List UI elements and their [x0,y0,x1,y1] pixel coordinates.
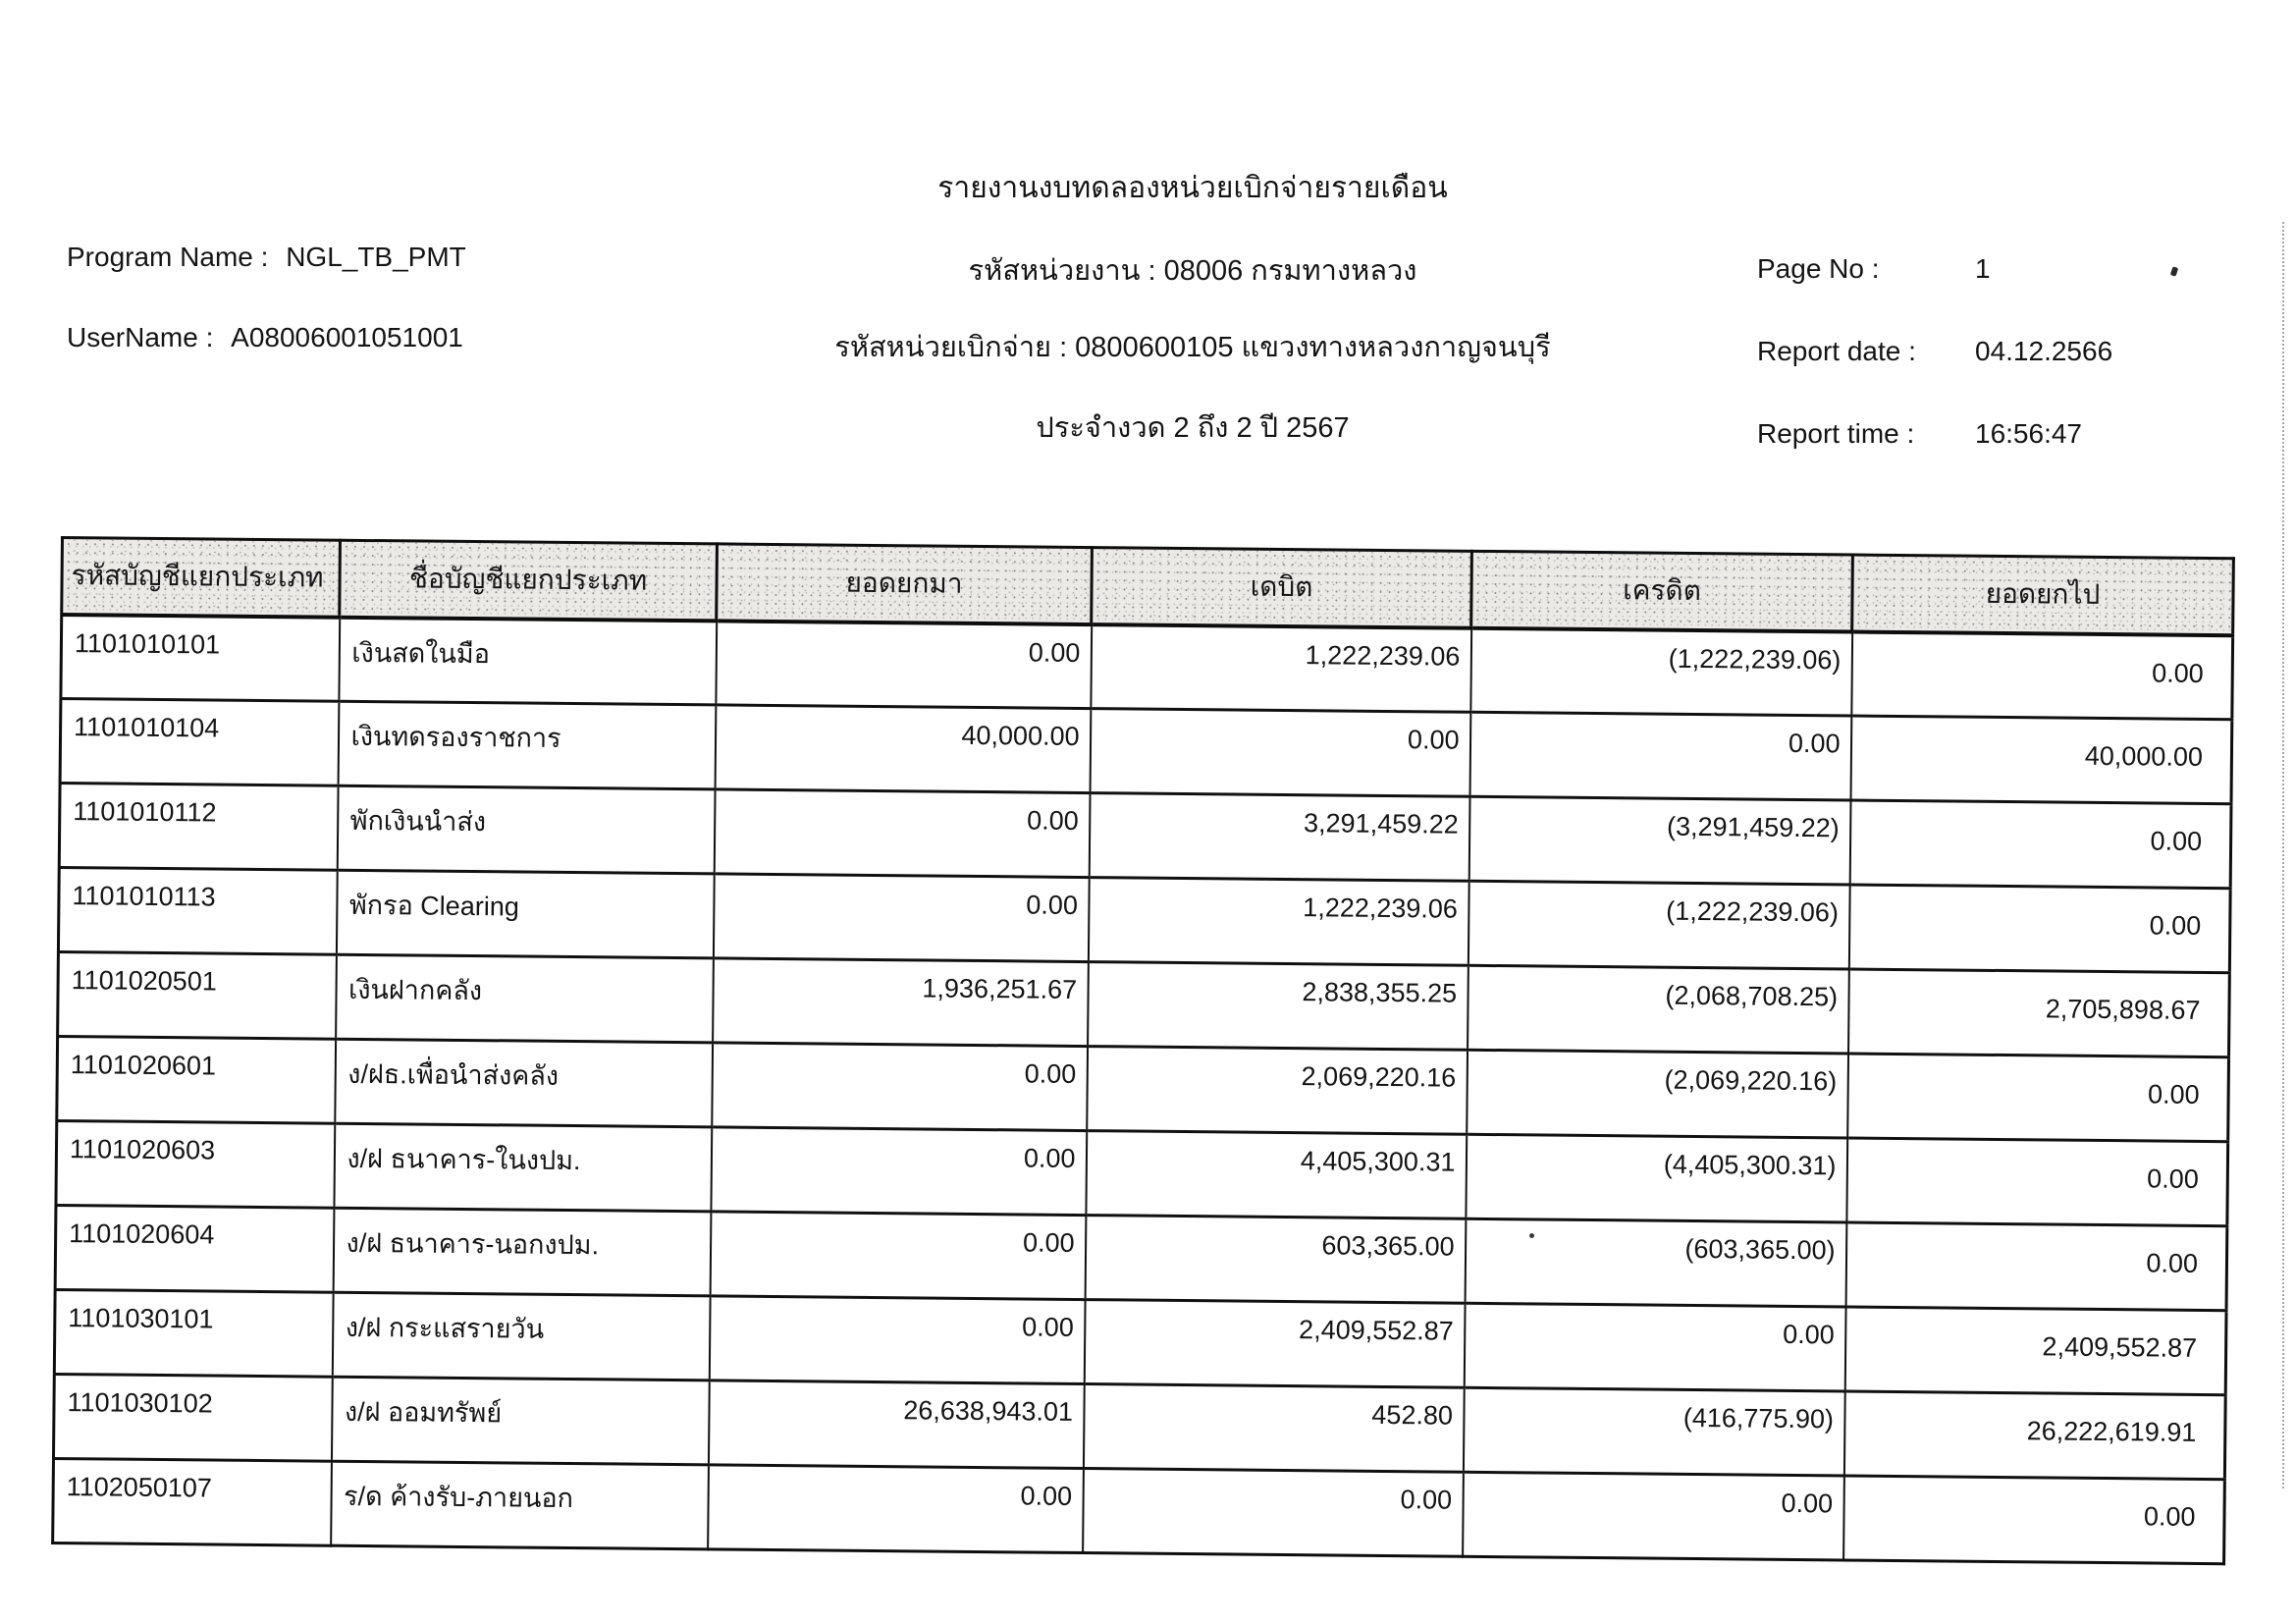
debit-cell: 1,222,239.06 [1088,877,1469,966]
program-name-line: Program Name : NGL_TB_PMT [67,242,466,273]
beginning-balance-cell: 26,638,943.01 [708,1380,1085,1469]
scan-speck [1529,1233,1534,1238]
program-name-value: NGL_TB_PMT [286,242,466,272]
report-date-value: 04.12.2566 [1975,336,2113,366]
program-name-label: Program Name : [67,242,269,272]
credit-cell: (3,291,459.22) [1468,796,1851,886]
credit-cell: (603,365.00) [1465,1218,1846,1307]
credit-cell: (1,222,239.06) [1468,881,1850,970]
username-label: UserName : [67,322,214,352]
report-title: รายงานงบทดลองหน่วยเบิกจ่ายรายเดือน [937,172,1448,204]
period-line: ประจำงวด 2 ถึง 2 ปี 2567 [1036,412,1350,444]
debit-cell: 4,405,300.31 [1085,1130,1467,1219]
header-ending-balance: ยอดยกไป [1851,555,2234,635]
account-code-cell: 1101010101 [60,614,340,702]
page-no-value: 1 [1975,253,1991,284]
header-debit: เดบิต [1091,547,1472,628]
ending-balance-cell: 0.00 [1846,1053,2229,1142]
credit-cell: (2,068,708.25) [1467,965,1849,1054]
trial-balance-table-wrap: รหัสบัญชีแยกประเภท ชื่อบัญชีแยกประเภท ยอ… [51,536,2235,1566]
account-name-cell: ง/ฝ ออมทรัพย์ [331,1377,710,1465]
ending-balance-cell: 40,000.00 [1850,716,2232,804]
credit-cell: 0.00 [1469,712,1851,801]
header-credit: เครดิต [1470,551,1853,632]
account-name-cell: ง/ฝ กระแสรายวัน [332,1292,711,1380]
header-account-name: ชื่อบัญชีแยกประเภท [339,540,718,621]
beginning-balance-cell: 40,000.00 [715,704,1091,793]
account-code-cell: 1101020603 [55,1120,335,1209]
report-time-value: 16:56:47 [1975,418,2082,449]
account-code-cell: 1101010112 [59,783,339,871]
debit-cell: 2,069,220.16 [1086,1046,1468,1135]
account-code-cell: 1101010113 [58,867,338,955]
ending-balance-cell: 0.00 [1848,885,2231,973]
debit-cell: 603,365.00 [1085,1215,1466,1304]
username-value: A08006001051001 [231,322,463,352]
username-line: UserName : A08006001051001 [67,322,463,353]
ending-balance-cell: 26,222,619.91 [1843,1390,2226,1480]
beginning-balance-cell: 0.00 [713,873,1090,962]
account-code-cell: 1101030101 [54,1289,334,1378]
ending-balance-cell: 0.00 [1849,800,2231,889]
account-code-cell: 1101010104 [60,698,339,786]
credit-cell: (4,405,300.31) [1465,1134,1847,1222]
beginning-balance-cell: 0.00 [715,620,1092,709]
account-name-cell: เงินฝากคลัง [335,954,714,1043]
debit-cell: 2,409,552.87 [1084,1299,1466,1388]
debit-cell: 1,222,239.06 [1090,623,1471,713]
credit-cell: (2,069,220.16) [1466,1050,1848,1138]
agency-code-line: รหัสหน่วยงาน : 08006 กรมทางหลวง [968,255,1417,287]
report-time-label: Report time : [1757,418,1915,449]
scan-edge-dotted-line [2282,222,2284,1489]
credit-cell: 0.00 [1464,1303,1846,1391]
ending-balance-cell: 0.00 [1842,1475,2225,1564]
page-no-label: Page No : [1757,253,1880,284]
beginning-balance-cell: 0.00 [711,1042,1088,1131]
account-code-cell: 1102050107 [52,1458,332,1546]
beginning-balance-cell: 0.00 [710,1211,1086,1300]
table-body: 1101010101 เงินสดในมือ 0.00 1,222,239.06 (1,… [52,614,2233,1564]
debit-cell: 3,291,459.22 [1089,792,1470,882]
beginning-balance-cell: 0.00 [707,1464,1084,1553]
account-name-cell: ง/ฝธ.เพื่อนำส่งคลัง [334,1039,713,1127]
account-name-cell: พักเงินนำส่ง [337,785,716,874]
beginning-balance-cell: 1,936,251.67 [712,957,1089,1047]
account-name-cell: เงินสดในมือ [338,617,717,705]
ending-balance-cell: 0.00 [1850,631,2233,720]
ending-balance-cell: 0.00 [1845,1137,2228,1226]
account-code-cell: 1101020601 [56,1036,336,1124]
debit-cell: 452.80 [1083,1383,1465,1473]
disbursement-unit-line: รหัสหน่วยเบิกจ่าย : 0800600105 แขวงทางหล… [834,332,1551,363]
beginning-balance-cell: 0.00 [714,788,1091,878]
account-code-cell: 1101020604 [55,1205,334,1293]
debit-cell: 0.00 [1082,1468,1464,1557]
ending-balance-cell: 2,409,552.87 [1844,1306,2227,1395]
header-beginning-balance: ยอดยกมา [716,543,1093,624]
debit-cell: 2,838,355.25 [1087,961,1468,1051]
credit-cell: 0.00 [1462,1472,1844,1560]
ending-balance-cell: 0.00 [1845,1221,2227,1311]
account-name-cell: พักรอ Clearing [336,870,715,958]
ending-balance-cell: 2,705,898.67 [1847,969,2230,1057]
header-account-code: รหัสบัญชีแยกประเภท [61,537,341,618]
account-name-cell: ร/ด ค้างรับ-ภายนอก [330,1461,709,1549]
credit-cell: (1,222,239.06) [1469,627,1852,717]
trial-balance-table: รหัสบัญชีแยกประเภท ชื่อบัญชีแยกประเภท ยอ… [51,536,2235,1566]
credit-cell: (416,775.90) [1463,1387,1845,1476]
account-code-cell: 1101030102 [53,1374,333,1462]
beginning-balance-cell: 0.00 [710,1126,1087,1216]
account-name-cell: ง/ฝ ธนาคาร-นอกงปม. [333,1208,711,1296]
account-name-cell: ง/ฝ ธนาคาร-ในงปม. [333,1123,712,1212]
debit-cell: 0.00 [1090,708,1470,797]
beginning-balance-cell: 0.00 [709,1295,1086,1384]
report-date-label: Report date : [1757,336,1916,366]
account-name-cell: เงินทดรองราชการ [338,701,716,789]
account-code-cell: 1101020501 [57,951,337,1040]
